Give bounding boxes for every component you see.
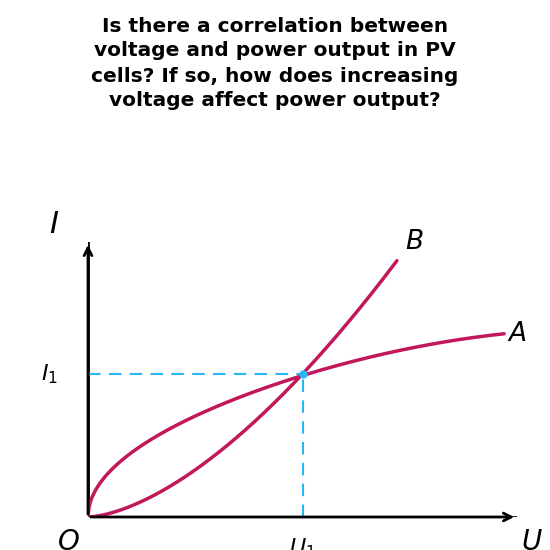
Text: B: B	[405, 229, 424, 255]
Text: A: A	[508, 321, 526, 346]
Text: I: I	[49, 210, 58, 239]
Text: $U_1$: $U_1$	[289, 536, 316, 550]
Text: Is there a correlation between
voltage and power output in PV
cells? If so, how : Is there a correlation between voltage a…	[91, 16, 459, 111]
Text: O: O	[58, 528, 79, 550]
Text: $I_1$: $I_1$	[41, 362, 58, 386]
Text: U: U	[521, 528, 542, 550]
